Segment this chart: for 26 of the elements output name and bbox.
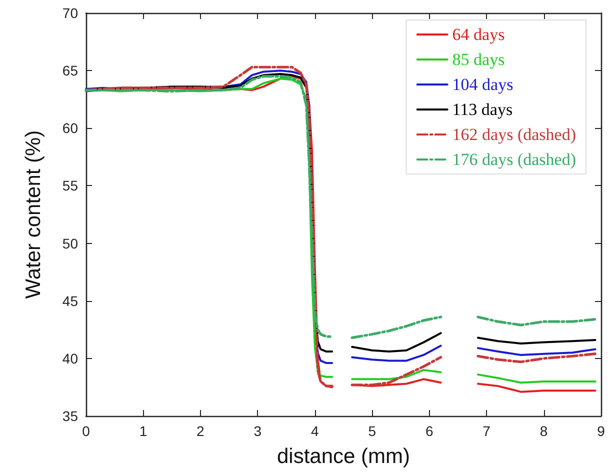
y-tick-label: 55: [62, 178, 78, 194]
x-tick-label: 9: [597, 423, 606, 439]
x-tick-label: 4: [310, 423, 319, 439]
x-tick-label: 3: [254, 423, 262, 439]
y-tick-label: 50: [62, 235, 78, 252]
x-tick-label: 1: [139, 423, 148, 439]
y-tick-label: 45: [62, 292, 78, 309]
y-tick-label: 60: [62, 120, 78, 136]
y-tick-label: 40: [62, 350, 78, 366]
x-tick-label: 5: [368, 423, 376, 439]
x-axis-title: distance (mm): [276, 445, 410, 468]
y-axis-title: Water content (%): [22, 130, 45, 299]
legend-label: 162 days (dashed): [452, 125, 576, 144]
y-tick-label: 35: [62, 408, 78, 424]
y-tick-label: 70: [62, 5, 78, 21]
x-tick-label: 6: [425, 423, 434, 439]
legend-label: 64 days: [452, 25, 505, 44]
legend-label: 85 days: [452, 50, 505, 69]
legend-label: 104 days: [452, 75, 514, 94]
x-tick-label: 8: [540, 423, 548, 439]
legend-label: 113 days: [452, 100, 513, 119]
y-tick-label: 65: [62, 62, 78, 79]
x-tick-label: 2: [196, 423, 205, 439]
x-tick-label: 7: [482, 423, 491, 439]
legend-label: 176 days (dashed): [452, 150, 576, 169]
x-tick-label: 0: [82, 423, 90, 439]
